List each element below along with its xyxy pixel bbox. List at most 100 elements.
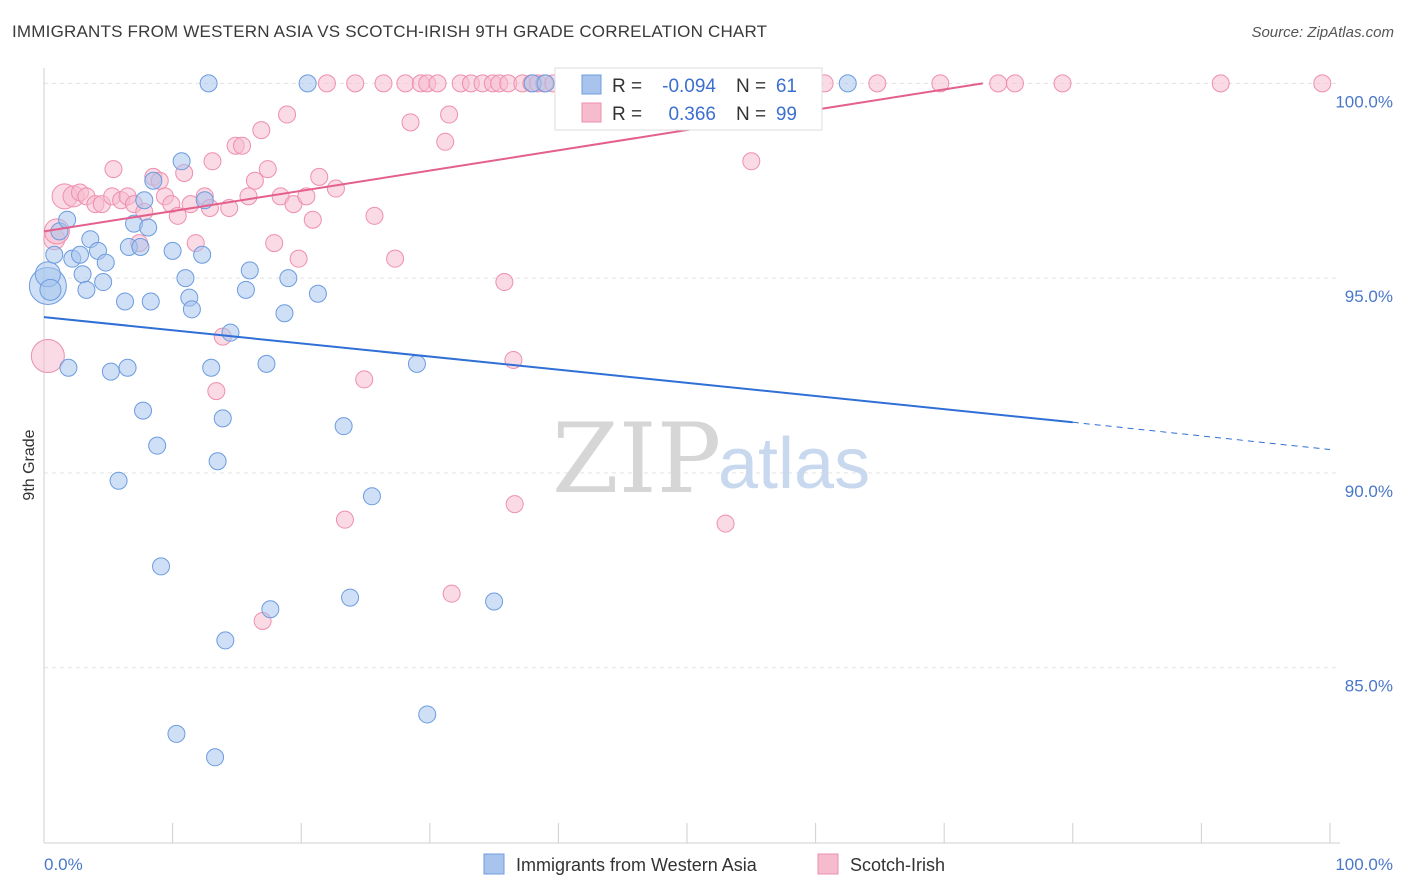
western-asia-point bbox=[362, 487, 381, 506]
western-asia-point bbox=[275, 304, 294, 323]
y-tick-label: 85.0% bbox=[1345, 677, 1393, 696]
scotch-irish-point bbox=[258, 160, 277, 179]
western-asia-point bbox=[39, 278, 62, 301]
western-asia-point bbox=[216, 631, 235, 650]
stats-r-label-2: R = bbox=[612, 104, 642, 125]
western-asia-point bbox=[208, 452, 227, 471]
scotch-irish-point bbox=[440, 105, 459, 124]
y-tick-label: 100.0% bbox=[1335, 92, 1393, 111]
western-asia-point bbox=[257, 354, 276, 373]
scotch-irish-point bbox=[436, 132, 455, 151]
western-asia-point bbox=[202, 358, 221, 377]
scotch-irish-point bbox=[374, 74, 393, 93]
scotch-irish-point bbox=[265, 234, 284, 253]
scotch-irish-point bbox=[428, 74, 447, 93]
scotch-irish-point bbox=[303, 210, 322, 229]
scotch-irish-point bbox=[310, 167, 329, 186]
western-asia-point bbox=[418, 705, 437, 724]
western-asia-point bbox=[199, 74, 218, 93]
scotch-irish-point bbox=[245, 171, 264, 190]
scotch-irish-point bbox=[868, 74, 887, 93]
stats-r-label-1: R = bbox=[612, 76, 642, 97]
western-asia-point bbox=[261, 600, 280, 619]
scotch-irish-trend-line bbox=[43, 82, 983, 233]
western-asia-point bbox=[163, 241, 182, 260]
scotch-irish-point bbox=[326, 179, 345, 198]
series-scotch-irish bbox=[30, 74, 1332, 630]
western-asia-point bbox=[101, 362, 120, 381]
western-asia-point bbox=[59, 358, 78, 377]
western-asia-point bbox=[96, 253, 115, 272]
western-asia-point bbox=[838, 74, 857, 93]
stats-swatch-pink bbox=[581, 102, 602, 123]
scotch-irish-point bbox=[289, 249, 308, 268]
stats-n-label-1: N = bbox=[736, 76, 766, 97]
western-asia-point bbox=[221, 323, 240, 342]
scotch-irish-point bbox=[203, 152, 222, 171]
stats-swatch-blue bbox=[581, 74, 602, 95]
western-asia-point bbox=[240, 261, 259, 280]
chart-title: IMMIGRANTS FROM WESTERN ASIA VS SCOTCH-I… bbox=[12, 22, 768, 41]
scotch-irish-point bbox=[1005, 74, 1024, 93]
stats-legend: R = -0.094 N = 61 R = 0.366 N = 99 bbox=[554, 67, 823, 131]
bottom-legend: Immigrants from Western Asia Scotch-Iris… bbox=[483, 853, 945, 875]
scotch-irish-point bbox=[207, 382, 226, 401]
scotch-irish-point bbox=[233, 136, 252, 155]
x-tick-label: 100.0% bbox=[1335, 855, 1393, 874]
stats-n-value-2: 99 bbox=[776, 104, 797, 125]
y-tick-label: 95.0% bbox=[1345, 287, 1393, 306]
western-asia-point bbox=[134, 401, 153, 420]
legend-label-western-asia: Immigrants from Western Asia bbox=[516, 855, 758, 875]
western-asia-point bbox=[341, 588, 360, 607]
western-asia-trend-line bbox=[43, 316, 1073, 424]
stats-n-label-2: N = bbox=[736, 104, 766, 125]
scotch-irish-point bbox=[346, 74, 365, 93]
scotch-irish-point bbox=[386, 249, 405, 268]
stats-r-value-1: -0.094 bbox=[662, 76, 716, 97]
western-asia-point bbox=[536, 74, 555, 93]
western-asia-trend-extension bbox=[1072, 421, 1331, 451]
western-asia-point bbox=[73, 265, 92, 284]
scotch-irish-point bbox=[931, 74, 950, 93]
scotch-irish-point bbox=[1211, 74, 1230, 93]
western-asia-point bbox=[213, 409, 232, 428]
scotch-irish-point bbox=[335, 510, 354, 529]
scotch-irish-point bbox=[495, 273, 514, 292]
scotch-irish-point bbox=[365, 206, 384, 225]
western-asia-point bbox=[308, 284, 327, 303]
western-asia-point bbox=[298, 74, 317, 93]
western-asia-point bbox=[118, 358, 137, 377]
scotch-irish-point bbox=[442, 584, 461, 603]
western-asia-point bbox=[139, 218, 158, 237]
western-asia-point bbox=[58, 210, 77, 229]
scotch-irish-point bbox=[1313, 74, 1332, 93]
scotch-irish-point bbox=[30, 339, 65, 374]
western-asia-point bbox=[109, 471, 128, 490]
western-asia-point bbox=[193, 245, 212, 264]
scotch-irish-point bbox=[297, 187, 316, 206]
y-tick-label: 90.0% bbox=[1345, 482, 1393, 501]
y-axis-title: 9th Grade bbox=[21, 429, 38, 500]
western-asia-point bbox=[77, 280, 96, 299]
chart-source: Source: ZipAtlas.com bbox=[1251, 24, 1394, 41]
series-western-asia bbox=[28, 74, 857, 767]
legend-label-scotch-irish: Scotch-Irish bbox=[850, 855, 945, 875]
western-asia-point bbox=[45, 245, 64, 264]
western-asia-point bbox=[206, 748, 225, 767]
western-asia-point bbox=[152, 557, 171, 576]
western-asia-point bbox=[236, 280, 255, 299]
western-asia-point bbox=[131, 237, 150, 256]
scotch-irish-point bbox=[104, 160, 123, 179]
scotch-irish-point bbox=[317, 74, 336, 93]
western-asia-point bbox=[167, 724, 186, 743]
legend-swatch-western-asia bbox=[483, 853, 505, 875]
scotch-irish-point bbox=[396, 74, 415, 93]
western-asia-point bbox=[279, 269, 298, 288]
scotch-irish-point bbox=[401, 113, 420, 132]
scotch-irish-point bbox=[252, 121, 271, 140]
gridlines bbox=[44, 82, 1340, 669]
western-asia-point bbox=[182, 300, 201, 319]
western-asia-point bbox=[407, 354, 426, 373]
watermark-zip: ZIP bbox=[552, 403, 721, 515]
scotch-irish-point bbox=[505, 495, 524, 514]
